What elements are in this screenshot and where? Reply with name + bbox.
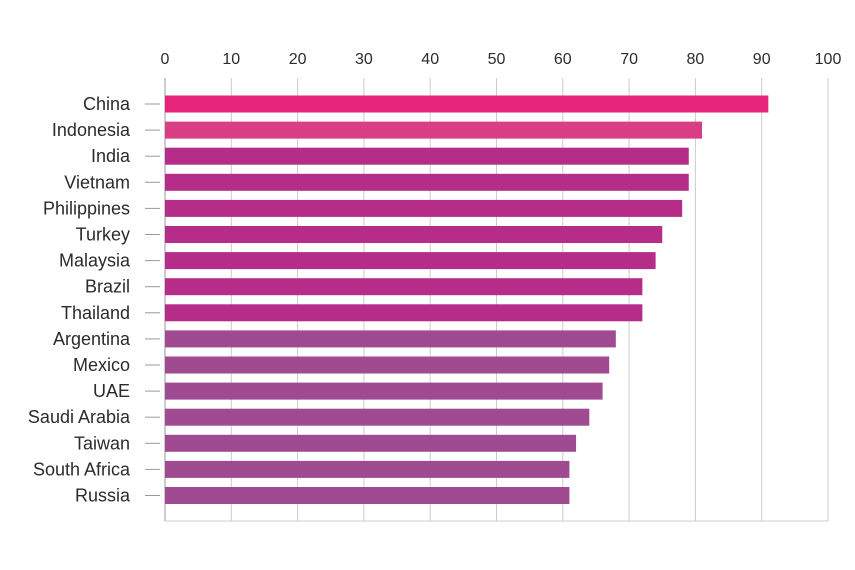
x-tick-label: 90 — [753, 51, 771, 68]
category-labels: China Indonesia India Vietnam Philippines Tur… — [28, 94, 131, 506]
x-tick-label: 40 — [421, 51, 439, 68]
bar — [165, 304, 643, 322]
category-label: India — [91, 146, 131, 166]
bar — [165, 147, 689, 165]
x-tick-label: 100 — [815, 51, 842, 68]
bar — [165, 226, 663, 243]
category-label: Malaysia — [59, 251, 131, 271]
bar — [165, 356, 610, 374]
bar — [165, 199, 683, 217]
x-axis-ticks: 0 10 20 30 40 50 60 70 80 90 100 — [161, 51, 842, 68]
bar — [165, 408, 590, 426]
bars — [165, 95, 769, 504]
x-tick-label: 10 — [222, 51, 240, 68]
category-label: Taiwan — [74, 433, 130, 453]
category-label: UAE — [93, 381, 130, 401]
category-label: Vietnam — [64, 172, 130, 192]
gridlines — [145, 78, 829, 522]
category-label: Indonesia — [52, 120, 131, 140]
x-tick-label: 50 — [488, 51, 506, 68]
bar — [165, 382, 603, 400]
bar — [165, 252, 656, 270]
category-label: Thailand — [61, 303, 130, 323]
x-tick-label: 70 — [620, 51, 638, 68]
category-label: Saudi Arabia — [28, 407, 131, 427]
bar — [165, 95, 769, 113]
category-label: South Africa — [33, 459, 131, 479]
category-label: Brazil — [85, 277, 130, 297]
category-label: Russia — [75, 486, 131, 506]
x-tick-label: 20 — [289, 51, 307, 68]
category-label: Philippines — [43, 198, 130, 218]
bar — [165, 434, 577, 452]
x-tick-label: 60 — [554, 51, 572, 68]
bar — [165, 460, 570, 478]
x-tick-label: 80 — [687, 51, 705, 68]
bar — [165, 330, 616, 348]
bar — [165, 121, 703, 139]
category-label: Argentina — [53, 329, 131, 349]
category-label: Mexico — [73, 355, 130, 375]
category-label: China — [83, 94, 131, 114]
category-label: Turkey — [76, 225, 130, 245]
bar — [165, 487, 570, 504]
bar — [165, 278, 643, 296]
x-tick-label: 0 — [161, 51, 170, 68]
bar — [165, 173, 689, 191]
x-tick-label: 30 — [355, 51, 373, 68]
